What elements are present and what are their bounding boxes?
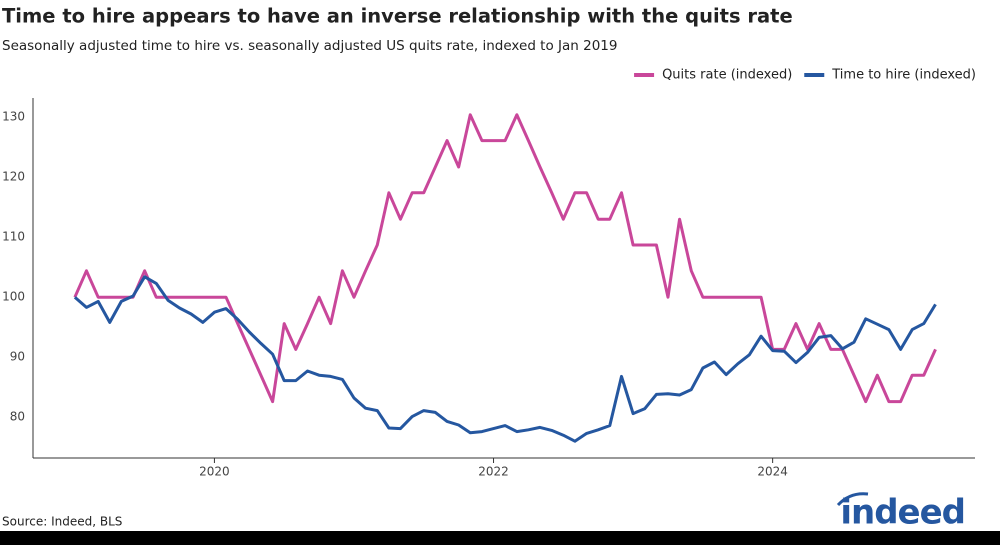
chart-title: Time to hire appears to have an inverse …: [2, 5, 793, 28]
x-tick-label: 2024: [757, 465, 788, 479]
source-note: Source: Indeed, BLS: [2, 515, 122, 529]
footer-bar: [0, 531, 1000, 545]
legend-label: Time to hire (indexed): [831, 68, 976, 83]
y-tick-label: 110: [2, 230, 25, 244]
y-tick-label: 90: [10, 350, 25, 364]
y-tick-label: 80: [10, 410, 25, 424]
y-tick-label: 120: [2, 170, 25, 184]
chart-subtitle: Seasonally adjusted time to hire vs. sea…: [2, 38, 617, 54]
brand-logo: indeed: [840, 493, 965, 533]
x-tick-label: 2022: [478, 465, 509, 479]
y-tick-label: 130: [2, 110, 25, 124]
logo-arc: [836, 492, 869, 507]
legend-label: Quits rate (indexed): [662, 68, 792, 83]
series-line: [73, 113, 937, 404]
x-tick-label: 2020: [199, 465, 230, 479]
y-tick-label: 100: [2, 290, 25, 304]
series-line: [73, 275, 937, 443]
